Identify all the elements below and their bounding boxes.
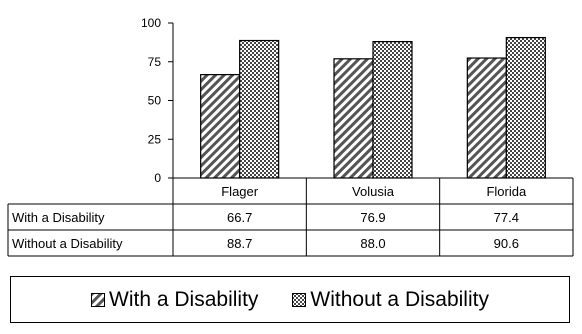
legend-swatch-stripes xyxy=(91,292,106,307)
legend: With a Disability Without a Disability xyxy=(10,276,570,323)
bar-without-disability-volusia xyxy=(372,40,413,179)
table-row-label: Without a Disability xyxy=(12,236,123,251)
x-category-label: Flager xyxy=(221,184,259,199)
table-cell-value: 90.6 xyxy=(494,236,519,251)
legend-swatch-checker xyxy=(292,292,307,307)
bar-with-disability-flager xyxy=(200,74,241,179)
legend-item-with-disability: With a Disability xyxy=(91,288,258,312)
y-tick-label: 50 xyxy=(148,94,162,108)
y-tick-label: 75 xyxy=(148,55,162,69)
table-cell-value: 88.0 xyxy=(360,236,385,251)
table-row-label: With a Disability xyxy=(12,210,105,225)
y-tick-label: 0 xyxy=(154,171,161,185)
bar-with-disability-volusia xyxy=(333,58,374,179)
table-cell-value: 77.4 xyxy=(494,210,519,225)
x-category-label: Volusia xyxy=(352,184,395,199)
bar-without-disability-florida xyxy=(505,36,546,179)
table-cell-value: 88.7 xyxy=(227,236,252,251)
legend-label-with-disability: With a Disability xyxy=(109,287,259,311)
table-cell-value: 66.7 xyxy=(227,210,252,225)
y-tick-label: 25 xyxy=(148,132,162,146)
legend-item-without-disability: Without a Disability xyxy=(292,288,489,312)
bar-with-disability-florida xyxy=(466,57,507,179)
chart: 0 25 50 75 100 Flager Volusia Florida With a Di… xyxy=(7,16,574,257)
legend-label-without-disability: Without a Disability xyxy=(310,287,489,311)
table-cell-value: 76.9 xyxy=(360,210,385,225)
x-category-label: Florida xyxy=(486,184,527,199)
y-tick-label: 100 xyxy=(141,16,161,30)
bar-without-disability-flager xyxy=(239,39,280,179)
